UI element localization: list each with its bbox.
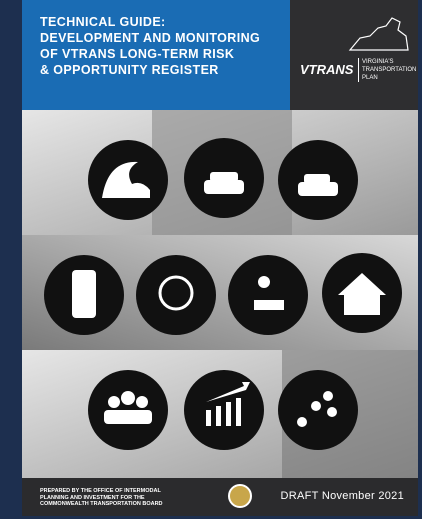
- cover: TECHNICAL GUIDE: DEVELOPMENT AND MONITOR…: [22, 0, 418, 516]
- logo-subtext: VIRGINIA'S TRANSPORTATION PLAN: [358, 58, 418, 82]
- title-line: DEVELOPMENT AND MONITORING: [40, 31, 261, 45]
- logo-sub-line: VIRGINIA'S: [362, 59, 394, 65]
- header: TECHNICAL GUIDE: DEVELOPMENT AND MONITOR…: [22, 0, 418, 110]
- prepared-by: PREPARED BY THE OFFICE OF INTERMODAL PLA…: [40, 488, 163, 508]
- prepared-line: PLANNING AND INVESTMENT FOR THE: [40, 494, 145, 501]
- state-outline: [348, 17, 409, 51]
- icon-collage: [22, 110, 418, 478]
- logo-text: VTRANS: [300, 62, 354, 77]
- footer: PREPARED BY THE OFFICE OF INTERMODAL PLA…: [22, 478, 418, 516]
- logo-sub-line: TRANSPORTATION PLAN: [362, 67, 417, 81]
- title-line: & OPPORTUNITY REGISTER: [40, 63, 219, 77]
- title-block: TECHNICAL GUIDE: DEVELOPMENT AND MONITOR…: [22, 0, 290, 110]
- title-line: TECHNICAL GUIDE:: [40, 15, 166, 29]
- prepared-line: COMMONWEALTH TRANSPORTATION BOARD: [40, 501, 163, 507]
- prepared-line: PREPARED BY THE OFFICE OF INTERMODAL: [40, 488, 161, 494]
- logo-block: VTRANS VIRGINIA'S TRANSPORTATION PLAN: [290, 0, 418, 110]
- seal: [228, 484, 252, 508]
- title-line: OF VTRANS LONG-TERM RISK: [40, 47, 235, 61]
- draft-status: DRAFT November 2021: [280, 490, 404, 502]
